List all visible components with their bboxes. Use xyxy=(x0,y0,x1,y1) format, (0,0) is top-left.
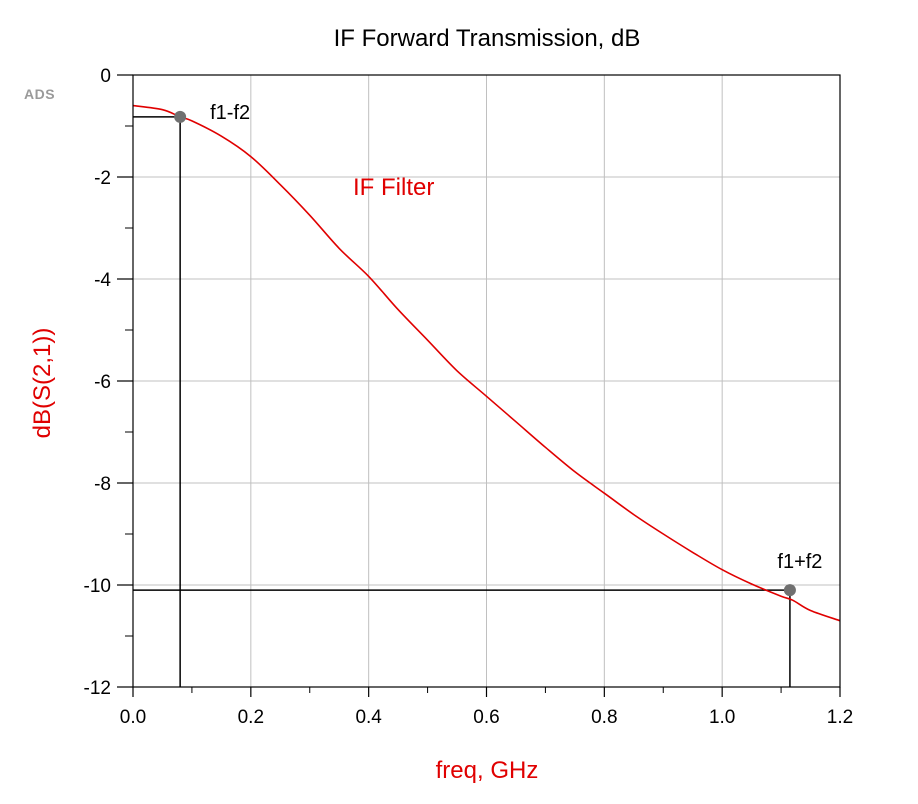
chart-title: IF Forward Transmission, dB xyxy=(334,25,641,52)
x-tick-label: 1.2 xyxy=(827,707,853,728)
y-tick-label: -2 xyxy=(94,168,111,189)
y-tick-label: 0 xyxy=(100,66,111,87)
series-line-if-filter xyxy=(132,104,841,622)
x-tick-label: 0.6 xyxy=(473,707,499,728)
y-axis-title: dB(S(2,1)) xyxy=(29,328,56,439)
grid xyxy=(133,75,840,687)
y-tick-label: -6 xyxy=(94,372,111,393)
series-label-if-filter: IF Filter xyxy=(353,174,434,201)
x-tick-label: 0.0 xyxy=(120,707,146,728)
marker-guides xyxy=(133,116,791,687)
y-tick-label: -12 xyxy=(84,678,111,699)
x-tick-label: 0.4 xyxy=(355,707,382,728)
marker-point xyxy=(174,110,187,123)
marker-label: f1-f2 xyxy=(210,102,250,124)
y-tick-label: -10 xyxy=(84,576,111,597)
ads-watermark: ADS xyxy=(24,86,55,102)
x-tick-label: 0.2 xyxy=(238,707,264,728)
marker-label: f1+f2 xyxy=(777,551,822,573)
x-axis-title: freq, GHz xyxy=(436,757,539,784)
y-tick-label: -8 xyxy=(94,474,111,495)
marker-point xyxy=(783,584,796,597)
series-group xyxy=(132,104,841,622)
markers: f1-f2 f1+f2 xyxy=(174,102,822,597)
y-axis: 0 -2 -4 -6 -8 -10 -12 xyxy=(84,66,133,699)
y-tick-label: -4 xyxy=(94,270,111,291)
x-axis: 0.0 0.2 0.4 0.6 0.8 1.0 1.2 xyxy=(120,687,853,728)
x-tick-label: 0.8 xyxy=(591,707,617,728)
x-tick-label: 1.0 xyxy=(709,707,735,728)
